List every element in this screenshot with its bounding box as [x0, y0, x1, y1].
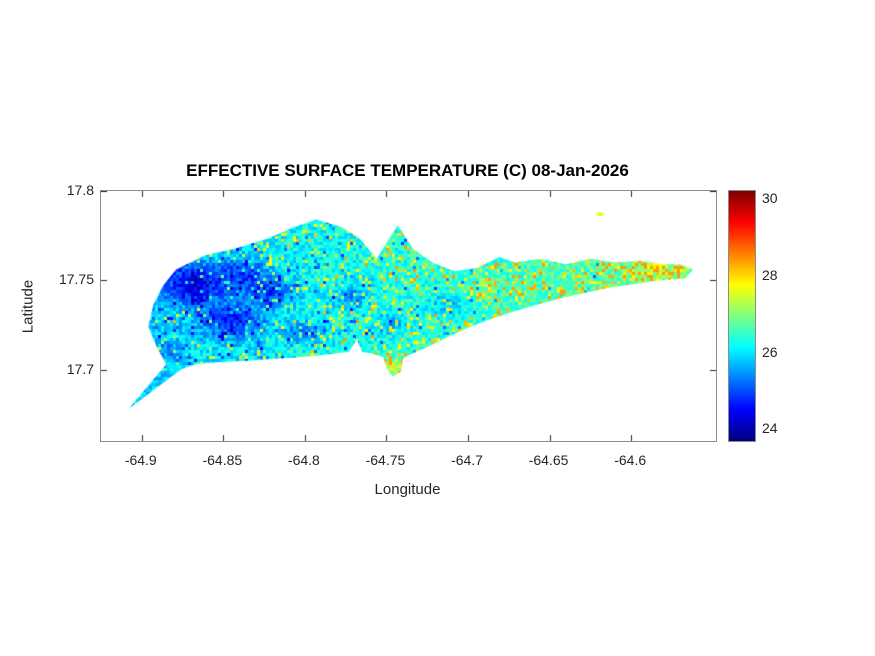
colorbar-tick-label: 30 — [762, 189, 778, 206]
x-tick-label: -64.85 — [202, 452, 243, 468]
y-tick-label: 17.75 — [58, 271, 94, 288]
chart-title: EFFECTIVE SURFACE TEMPERATURE (C) 08-Jan… — [186, 161, 629, 180]
y-axis-label: Latitude — [19, 279, 37, 334]
y-tick-label: 17.7 — [66, 360, 94, 377]
y-tick-label: 17.8 — [66, 182, 94, 198]
x-axis-label: Longitude — [374, 481, 441, 498]
x-tick-label: -64.8 — [287, 452, 320, 468]
x-tick-label: -64.9 — [124, 452, 157, 468]
colorbar-gradient — [729, 191, 755, 441]
x-tick-label: -64.6 — [614, 452, 647, 468]
heatmap-canvas — [101, 191, 716, 441]
x-tick-label: -64.7 — [451, 452, 483, 468]
colorbar-tick-label: 24 — [762, 420, 778, 437]
colorbar-tick-label: 26 — [762, 343, 778, 360]
colorbar-tick-label: 28 — [762, 266, 778, 283]
x-tick-label: -64.65 — [528, 452, 569, 468]
colorbar — [728, 190, 756, 442]
plot-area — [100, 190, 717, 442]
x-tick-label: -64.75 — [365, 452, 406, 468]
